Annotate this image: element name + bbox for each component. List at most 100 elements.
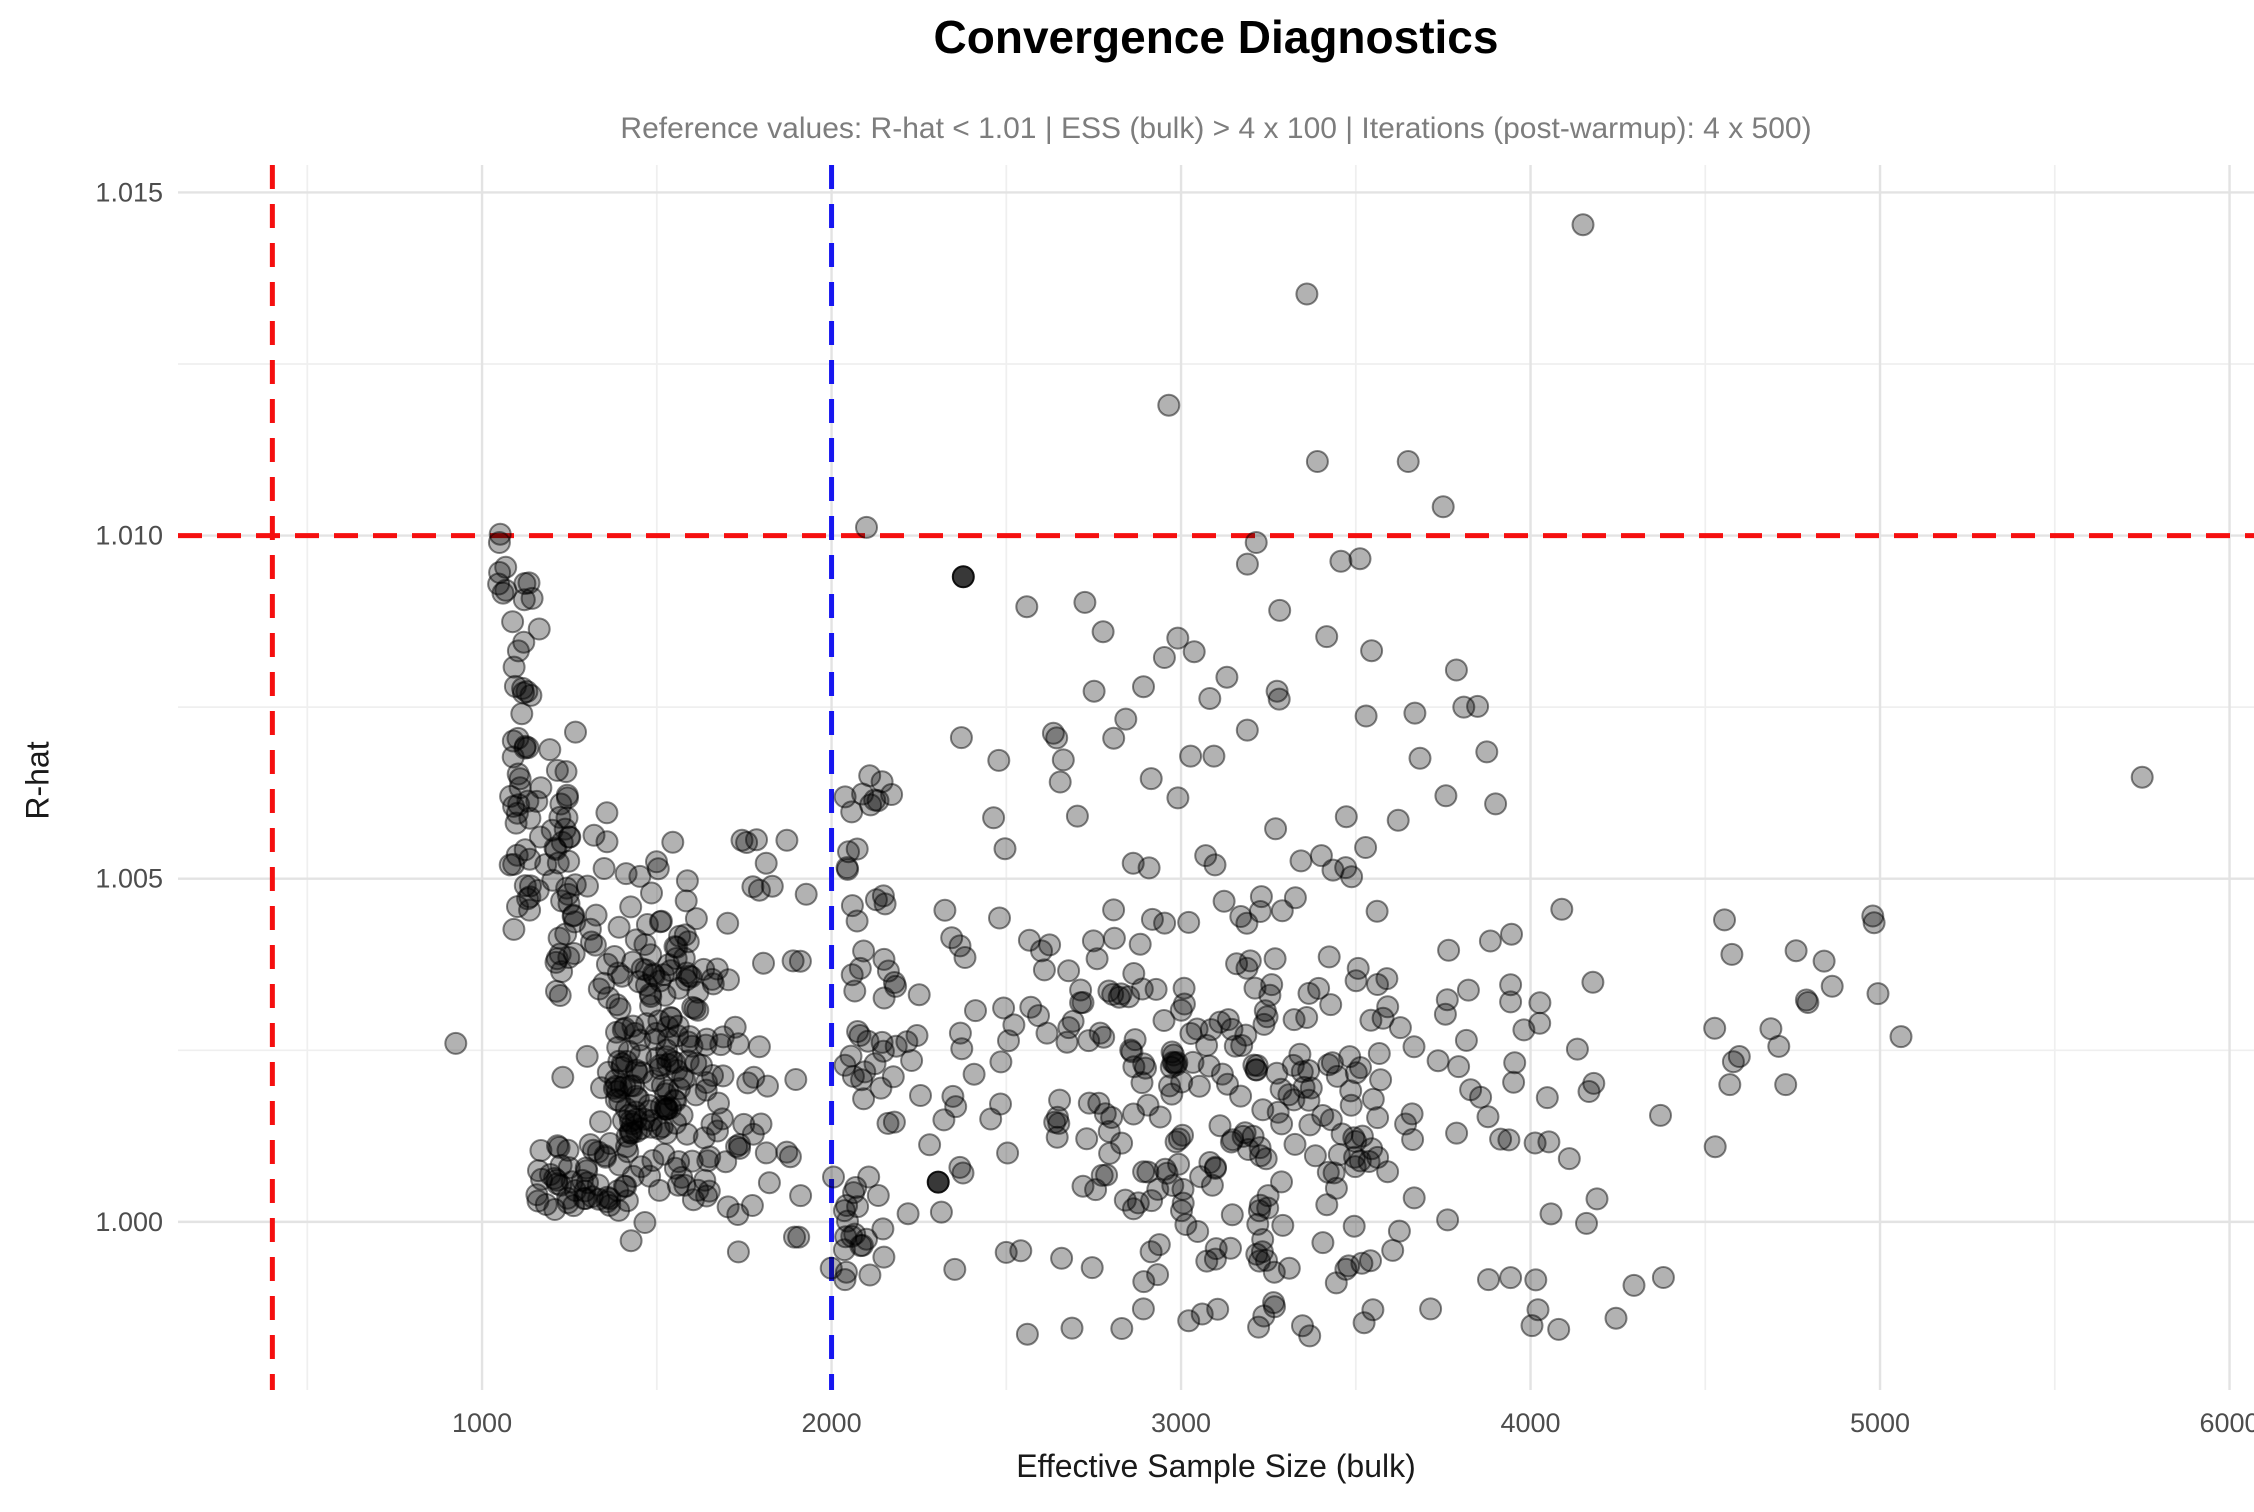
data-point xyxy=(1057,1016,1081,1040)
data-point xyxy=(1097,979,1121,1003)
data-point xyxy=(1252,1304,1276,1328)
data-point xyxy=(1038,933,1062,957)
data-point xyxy=(1032,958,1056,982)
data-point xyxy=(676,1030,700,1054)
data-point xyxy=(1069,978,1093,1002)
data-point xyxy=(612,1174,636,1198)
data-point xyxy=(1359,1249,1382,1273)
data-point xyxy=(1581,970,1605,994)
data-point xyxy=(570,1168,594,1192)
data-point xyxy=(1061,1009,1085,1033)
data-point xyxy=(1117,985,1141,1009)
data-point xyxy=(557,946,581,969)
data-point xyxy=(511,676,535,700)
data-point xyxy=(605,1080,629,1104)
data-point xyxy=(556,786,579,810)
data-point xyxy=(518,885,542,909)
data-point xyxy=(1220,1203,1244,1227)
data-point xyxy=(962,1062,986,1086)
data-point xyxy=(789,1184,813,1208)
data-point xyxy=(1249,1144,1273,1168)
data-point xyxy=(1186,1220,1210,1243)
data-point xyxy=(545,979,568,1003)
data-point xyxy=(610,964,634,988)
data-point xyxy=(534,1193,558,1216)
data-point xyxy=(1268,598,1292,622)
data-point xyxy=(1126,1191,1150,1215)
data-point xyxy=(1889,1025,1913,1049)
data-point xyxy=(1171,1123,1194,1147)
data-point xyxy=(1375,967,1399,991)
data-point xyxy=(1349,1056,1372,1080)
data-point xyxy=(1400,1102,1424,1126)
data-point xyxy=(988,906,1011,930)
data-point xyxy=(1388,1016,1412,1040)
data-point xyxy=(880,783,904,806)
data-point xyxy=(540,818,564,842)
data-point xyxy=(675,1122,699,1146)
data-point xyxy=(941,1084,965,1108)
data-point xyxy=(1251,1098,1275,1122)
data-point xyxy=(598,1193,622,1217)
data-point xyxy=(871,1217,895,1241)
data-point xyxy=(1289,849,1313,873)
data-point xyxy=(488,522,512,546)
data-point xyxy=(1041,721,1065,745)
data-point xyxy=(639,943,663,967)
data-point xyxy=(1167,1127,1191,1151)
data-point xyxy=(1215,665,1239,689)
data-point xyxy=(835,1194,859,1217)
data-point xyxy=(1249,885,1273,909)
data-point xyxy=(1162,1043,1185,1067)
data-point xyxy=(1195,1249,1219,1273)
data-point xyxy=(1248,1136,1272,1160)
data-point xyxy=(614,1097,638,1121)
data-point xyxy=(527,1159,550,1183)
data-point xyxy=(1394,1112,1418,1136)
data-point xyxy=(1136,1160,1160,1184)
data-point xyxy=(1055,1030,1079,1054)
data-point xyxy=(1132,1270,1156,1294)
data-point xyxy=(840,800,864,824)
data-point xyxy=(1166,786,1190,810)
data-point xyxy=(740,1194,764,1217)
data-point xyxy=(1500,922,1523,946)
data-point xyxy=(1189,1165,1213,1189)
data-point xyxy=(554,760,578,784)
data-point xyxy=(1295,282,1319,306)
data-point xyxy=(637,1099,661,1123)
data-point xyxy=(560,1170,584,1194)
data-point xyxy=(494,578,518,602)
data-point xyxy=(1110,1317,1134,1340)
data-point xyxy=(982,806,1006,830)
data-point xyxy=(1277,1083,1301,1107)
data-point xyxy=(1319,1108,1343,1132)
data-point xyxy=(575,1159,599,1183)
data-point xyxy=(1160,1040,1184,1064)
data-point xyxy=(580,930,603,954)
data-point xyxy=(932,1108,956,1132)
data-point xyxy=(667,1150,691,1174)
data-point xyxy=(1297,1088,1321,1112)
data-point xyxy=(848,1024,872,1047)
data-point xyxy=(556,1186,580,1210)
data-point xyxy=(1203,853,1227,877)
y-tick-labels: 1.000 1.005 1.010 1.015 xyxy=(95,177,163,1236)
data-point xyxy=(594,1145,618,1169)
data-point xyxy=(642,1069,666,1093)
data-point xyxy=(444,1031,468,1055)
data-point xyxy=(1166,626,1190,650)
data-point xyxy=(1334,1257,1358,1281)
data-point xyxy=(1182,640,1206,664)
data-point xyxy=(873,892,897,916)
data-point xyxy=(1466,694,1490,718)
data-point xyxy=(1092,1025,1116,1049)
data-point xyxy=(638,982,662,1006)
data-point xyxy=(1100,1106,1124,1129)
data-point xyxy=(943,1257,967,1281)
data-point xyxy=(1270,1112,1294,1136)
data-point xyxy=(1159,1055,1183,1079)
data-point xyxy=(1247,1199,1271,1223)
data-point xyxy=(547,926,571,950)
data-point xyxy=(1343,1155,1367,1179)
